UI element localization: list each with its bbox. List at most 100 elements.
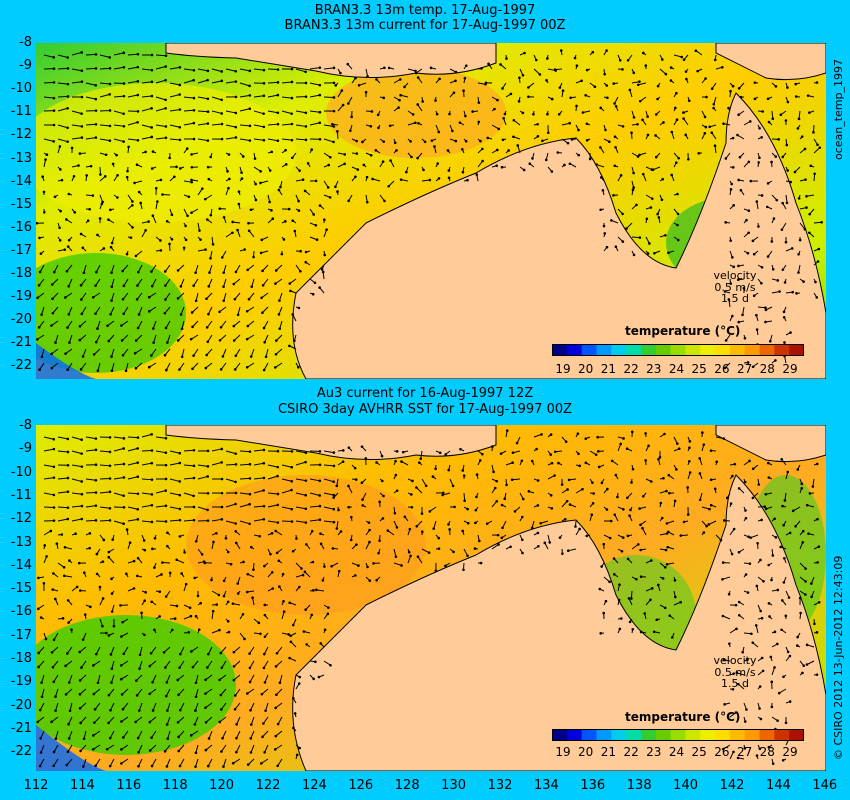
bottom-y-tick: -20 <box>10 697 32 713</box>
x-tick: 122 <box>255 778 281 793</box>
top-colorbar-swatch <box>759 344 775 356</box>
top-newguinea-land <box>715 43 826 81</box>
bottom-current-arrows <box>36 429 821 768</box>
bottom-colorbar-swatch <box>774 729 790 741</box>
top-current-arrows <box>36 49 823 373</box>
bottom-side-label: © CSIRO 2012 13-Jun-2012 12:43:09 <box>832 555 845 760</box>
top-colorbar-tick: 26 <box>714 362 730 376</box>
bottom-y-tick: -21 <box>10 720 32 736</box>
top-colorbar-tick: 27 <box>736 362 753 376</box>
bottom-colorbar-tick: 19 <box>555 745 571 759</box>
x-tick: 146 <box>812 778 838 793</box>
top-title-line2: BRAN3.3 13m current for 17-Aug-1997 00Z <box>284 18 566 33</box>
bottom-colorbar-swatch <box>655 729 672 741</box>
top-colorbar-tick: 28 <box>759 362 775 376</box>
bottom-y-tick: -18 <box>10 651 32 666</box>
top-y-tick: -8 <box>19 35 32 50</box>
x-tick: 114 <box>69 778 95 793</box>
top-y-tick: -15 <box>10 196 32 212</box>
top-colorbar-swatch <box>655 344 672 356</box>
top-velocity-scale: 0.5 m/s <box>714 281 756 294</box>
top-map-svg <box>36 43 826 379</box>
bottom-colorbar-title: temperature (°C) <box>625 710 741 724</box>
x-tick: 118 <box>162 778 188 793</box>
top-y-tick: -10 <box>10 81 32 97</box>
top-australia-land <box>292 92 826 379</box>
top-colorbar-tick: 22 <box>623 362 639 376</box>
top-colorbar-swatch <box>700 344 716 356</box>
bottom-colorbar-tick: 20 <box>578 745 594 759</box>
bottom-colorbar-swatch <box>581 729 597 741</box>
bottom-colorbar-swatch <box>566 729 583 741</box>
top-y-tick: -13 <box>10 150 32 166</box>
bottom-colorbar-swatch <box>685 729 701 741</box>
x-tick: 134 <box>533 778 559 793</box>
top-colorbar <box>552 344 804 356</box>
x-tick: 116 <box>116 778 142 793</box>
top-y-tick: -12 <box>10 127 32 143</box>
x-tick: 138 <box>626 778 652 793</box>
bottom-y-tick: -12 <box>10 511 32 527</box>
top-timor-land <box>165 43 497 79</box>
bottom-colorbar-swatch <box>700 729 716 741</box>
x-tick: 140 <box>673 778 699 793</box>
bottom-colorbar-swatch <box>640 729 657 741</box>
top-y-tick: -14 <box>10 173 32 189</box>
top-colorbar-swatch <box>626 344 642 356</box>
bottom-y-tick: -11 <box>10 487 32 503</box>
bottom-colorbar-tick: 23 <box>646 745 662 759</box>
top-y-tick: -11 <box>10 104 32 120</box>
bottom-title-line1: Au3 current for 16-Aug-1997 12Z <box>316 386 534 401</box>
top-y-tick: -20 <box>10 312 32 328</box>
top-colorbar-title: temperature (°C) <box>625 324 741 338</box>
x-tick: 126 <box>348 778 374 793</box>
top-title-line1: BRAN3.3 13m temp. 17-Aug-1997 <box>314 3 536 18</box>
top-colorbar-swatch <box>729 344 746 356</box>
top-colorbar-tick: 23 <box>646 362 662 376</box>
bottom-velocity-scale: 0.5 m/s <box>714 666 756 679</box>
bottom-colorbar-tick: 21 <box>600 745 617 759</box>
top-y-tick: -21 <box>10 335 32 351</box>
bottom-colorbar-swatch <box>715 729 731 741</box>
bottom-y-tick: -15 <box>10 581 32 597</box>
bottom-colorbar-swatch <box>552 729 568 741</box>
bottom-colorbar-tick: 28 <box>759 745 775 759</box>
x-tick: 132 <box>487 778 513 793</box>
x-tick: 130 <box>441 778 467 793</box>
bottom-colorbar-tick: 25 <box>691 745 707 759</box>
bottom-colorbar-swatch <box>596 729 612 741</box>
top-colorbar-swatch <box>581 344 597 356</box>
x-tick: 112 <box>23 778 49 793</box>
bottom-y-tick: -16 <box>10 604 32 620</box>
top-colorbar-swatch <box>685 344 701 356</box>
x-tick: 128 <box>394 778 420 793</box>
top-colorbar-tick: 21 <box>600 362 617 376</box>
top-velocity-time: 1.5 d <box>721 292 749 305</box>
top-y-tick: -19 <box>10 289 32 305</box>
top-colorbar-swatch <box>611 344 627 356</box>
top-colorbar-swatch <box>596 344 612 356</box>
bottom-y-tick: -9 <box>19 441 32 457</box>
top-colorbar-swatch <box>774 344 790 356</box>
bottom-colorbar-swatch <box>626 729 642 741</box>
bottom-title-line2: CSIRO 3day AVHRR SST for 17-Aug-1997 00Z <box>277 402 573 417</box>
bottom-colorbar-swatch <box>744 729 761 741</box>
bottom-colorbar-swatch <box>611 729 627 741</box>
bottom-newguinea-land <box>715 425 826 463</box>
bottom-y-tick: -19 <box>10 674 32 690</box>
top-colorbar-tick: 29 <box>782 362 798 376</box>
top-y-tick: -9 <box>19 58 32 74</box>
bottom-y-tick: -22 <box>10 744 32 760</box>
bottom-colorbar-swatch <box>729 729 746 741</box>
x-tick: 144 <box>765 778 791 793</box>
top-colorbar-tick: 24 <box>668 362 685 376</box>
x-tick: 142 <box>719 778 745 793</box>
x-tick: 120 <box>209 778 235 793</box>
top-colorbar-swatch <box>566 344 583 356</box>
bottom-y-tick: -10 <box>10 464 32 480</box>
top-colorbar-tick: 25 <box>691 362 707 376</box>
x-tick: 136 <box>580 778 606 793</box>
bottom-y-tick: -8 <box>19 418 32 433</box>
bottom-colorbar-tick: 22 <box>623 745 639 759</box>
top-colorbar-swatch <box>744 344 761 356</box>
